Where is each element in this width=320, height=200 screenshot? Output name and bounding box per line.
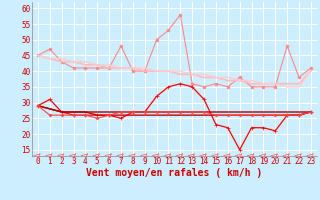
X-axis label: Vent moyen/en rafales ( km/h ): Vent moyen/en rafales ( km/h ) bbox=[86, 168, 262, 178]
